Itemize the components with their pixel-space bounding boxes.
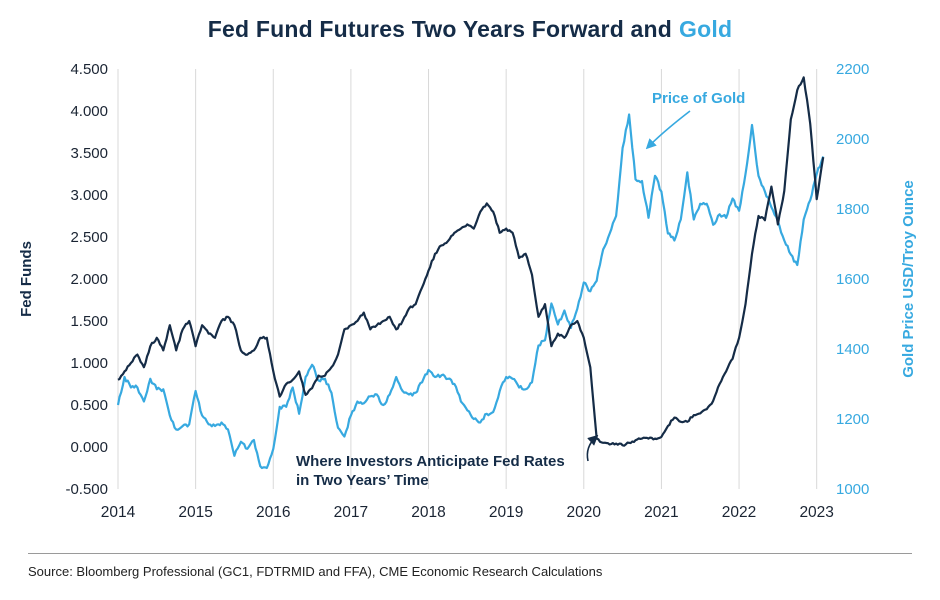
right-tick-label: 2200	[836, 61, 869, 78]
x-tick-label: 2021	[644, 504, 678, 521]
chart-plot: 2014 2015 2016 2017 2018 2019 2020 2021 2022 2023…	[65, 61, 869, 521]
annotation-fed-rates-line1: Where Investors Anticipate Fed Rates	[296, 453, 565, 470]
source-note: Source: Bloomberg Professional (GC1, FDT…	[28, 564, 603, 579]
left-tick-label: 3.500	[70, 145, 108, 162]
left-tick-label: 4.500	[70, 61, 108, 78]
x-tick-label: 2020	[567, 504, 602, 521]
right-tick-label: 1600	[836, 271, 869, 288]
chart-title-gold: Gold	[679, 16, 733, 42]
left-tick-label: 1.000	[70, 355, 108, 372]
gold-price-line	[116, 113, 825, 470]
x-tick-label: 2022	[722, 504, 756, 521]
left-tick-label: 3.000	[70, 187, 108, 204]
x-tick-label: 2014	[101, 504, 136, 521]
annotation-price-of-gold: Price of Gold	[652, 90, 746, 107]
source-divider	[28, 553, 912, 554]
annotation-arrow-gold	[645, 110, 691, 150]
right-axis-label: Gold Price USD/Troy Ounce	[900, 180, 917, 378]
x-tick-label: 2017	[334, 504, 368, 521]
right-tick-label: 1800	[836, 201, 869, 218]
right-tick-label: 1400	[836, 341, 869, 358]
left-tick-label: 0.500	[70, 397, 108, 414]
chart-area: 2014 2015 2016 2017 2018 2019 2020 2021 2022 2023…	[0, 47, 940, 533]
left-tick-label: -0.500	[65, 481, 108, 498]
right-tick-label: 1200	[836, 411, 869, 428]
chart-title: Fed Fund Futures Two Years Forward and Go…	[0, 0, 940, 43]
annotation-fed-rates: Where Investors Anticipate Fed Rates in …	[296, 452, 565, 490]
x-tick-label: 2018	[411, 504, 445, 521]
left-tick-label: 1.500	[70, 313, 108, 330]
left-tick-label: 4.000	[70, 103, 108, 120]
annotation-arrow-fed	[586, 434, 599, 462]
left-tick-label: 2.000	[70, 271, 108, 288]
right-tick-label: 1000	[836, 481, 869, 498]
right-tick-label: 2000	[836, 131, 869, 148]
x-tick-label: 2019	[489, 504, 523, 521]
x-tick-label: 2023	[799, 504, 833, 521]
left-tick-label: 0.000	[70, 439, 108, 456]
fed-funds-line	[117, 76, 825, 447]
chart-title-main: Fed Fund Futures Two Years Forward and	[207, 16, 673, 42]
x-tick-label: 2015	[178, 504, 212, 521]
left-axis-label: Fed Funds	[18, 241, 35, 317]
annotation-fed-rates-line2: in Two Years’ Time	[296, 472, 429, 489]
x-tick-label: 2016	[256, 504, 290, 521]
left-tick-label: 2.500	[70, 229, 108, 246]
